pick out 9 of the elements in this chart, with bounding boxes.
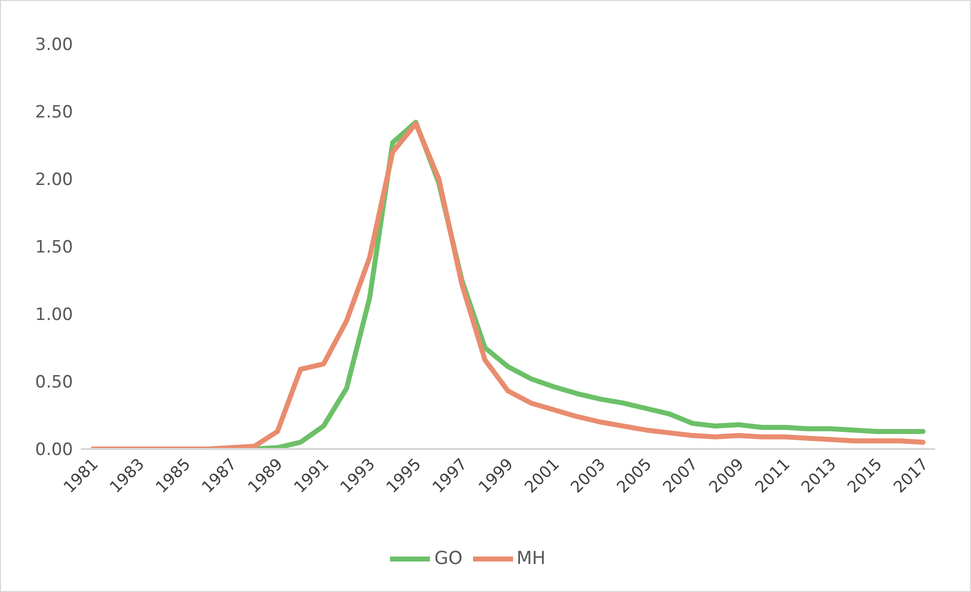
y-tick-label: 2.00 bbox=[35, 170, 73, 190]
legend-label: GO bbox=[434, 548, 463, 569]
y-tick-label: 0.50 bbox=[35, 372, 73, 393]
y-tick-label: 1.00 bbox=[35, 305, 73, 326]
legend-label: MH bbox=[516, 548, 546, 569]
y-tick-label: 0.00 bbox=[35, 440, 73, 460]
y-tick-label: 2.50 bbox=[35, 102, 73, 123]
y-tick-label: 1.50 bbox=[35, 238, 73, 258]
y-tick-label: 3.00 bbox=[35, 35, 73, 56]
